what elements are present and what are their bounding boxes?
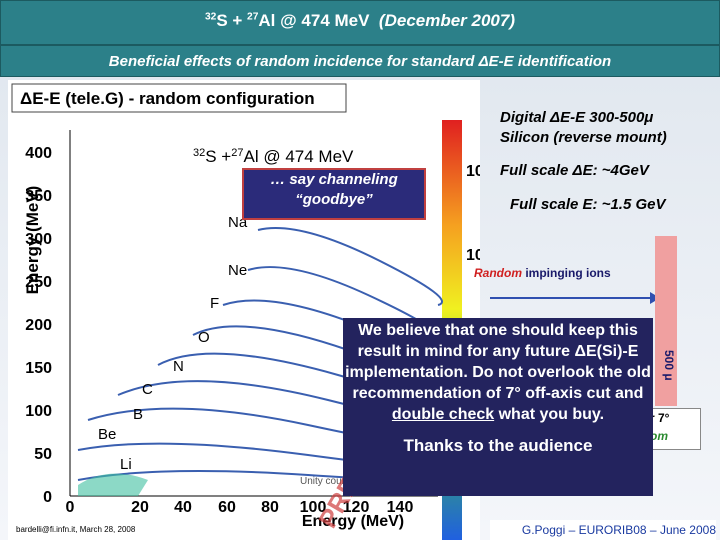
- mass-number: 27: [231, 147, 243, 159]
- reaction-text: S +: [205, 147, 231, 166]
- callout-line: “goodbye”: [295, 191, 373, 208]
- ion-arrow: [490, 292, 660, 304]
- element-labels: Na Ne F O N C B Be Li: [98, 214, 248, 473]
- element-label: Li: [120, 456, 132, 473]
- element-label: N: [173, 358, 184, 375]
- hidden-box: r 7° om: [645, 408, 701, 450]
- channeling-callout: … say channeling “goodbye”: [242, 168, 426, 220]
- element-label: C: [142, 381, 153, 398]
- plot-title-box: [11, 83, 347, 113]
- scale-label: 10: [466, 163, 480, 180]
- note-line: Silicon (reverse mount): [500, 129, 667, 146]
- element-label: Ne: [228, 262, 247, 279]
- x-tick-label: 80: [261, 499, 279, 516]
- thickness-label: 500 μ: [662, 350, 676, 381]
- random-word: Random: [474, 266, 522, 280]
- light-fragments: [78, 473, 148, 496]
- element-label: Be: [98, 426, 116, 443]
- y-tick-label: 400: [25, 145, 52, 162]
- x-tick-label: 60: [218, 499, 236, 516]
- detector-note: Digital ΔE-E 300-500μ Silicon (reverse m…: [500, 108, 667, 148]
- plot-title: ΔE-E (tele.G) - random configuration: [20, 89, 315, 108]
- element-label: F: [210, 295, 219, 312]
- x-tick-label: 140: [387, 499, 414, 516]
- y-ticks: 400 350 300 250 200 150 100 50 0: [25, 145, 52, 506]
- title-text: S +: [216, 11, 248, 30]
- element-label: B: [133, 406, 143, 423]
- y-tick-label: 250: [25, 274, 52, 291]
- mass-number: 32: [193, 147, 205, 159]
- full-scale-e: Full scale E: ~1.5 GeV: [510, 196, 666, 213]
- note-line: Digital ΔE-E 300-500μ: [500, 109, 654, 126]
- message-text: We believe that one should keep this res…: [345, 322, 651, 402]
- reaction-text: Al @ 474 MeV: [244, 147, 355, 166]
- message-text: what you buy.: [494, 406, 605, 423]
- y-axis-label: Energy (MeV): [23, 186, 42, 295]
- y-tick-label: 200: [25, 317, 52, 334]
- x-tick-label: 100: [300, 499, 327, 516]
- subtitle-bar: Beneficial effects of random incidence f…: [0, 45, 720, 77]
- y-tick-label: 50: [34, 446, 52, 463]
- title-date: (December 2007): [378, 11, 515, 30]
- element-label: O: [198, 329, 210, 346]
- x-tick-label: 20: [131, 499, 149, 516]
- callout-line: … say channeling: [270, 171, 398, 188]
- random-rest: impinging ions: [522, 266, 611, 280]
- x-axis-label: Energy (MeV): [302, 513, 404, 530]
- locus: [257, 227, 443, 306]
- message-box: We believe that one should keep this res…: [343, 318, 653, 496]
- mass-number: 27: [247, 11, 259, 23]
- credit: bardelli@fi.infn.it, March 28, 2008: [16, 525, 136, 534]
- full-scale-de: Full scale ΔE: ~4GeV: [500, 162, 649, 179]
- y-tick-label: 350: [25, 188, 52, 205]
- x-tick-label: 40: [174, 499, 192, 516]
- reaction-label: 32S +27Al @ 474 MeV: [193, 147, 354, 166]
- y-tick-label: 100: [25, 403, 52, 420]
- mass-number: 32: [204, 11, 217, 23]
- random-note: Random impinging ions: [474, 266, 611, 280]
- title-bar: 32S + 27Al @ 474 MeV (December 2007): [0, 0, 720, 45]
- y-tick-label: 300: [25, 231, 52, 248]
- message-emphasis: double check: [391, 406, 495, 423]
- hidden-text: om: [650, 429, 668, 443]
- x-tick-label: 0: [66, 499, 75, 516]
- thanks: Thanks to the audience: [403, 436, 593, 455]
- y-tick-label: 0: [43, 489, 52, 506]
- title-text: Al @ 474 MeV: [258, 11, 370, 30]
- detector-slab: [655, 236, 677, 406]
- scale-label: 10: [466, 247, 480, 264]
- subtitle: Beneficial effects of random incidence f…: [108, 53, 612, 70]
- hidden-text: r 7°: [650, 411, 670, 425]
- footer: G.Poggi – EURORIB08 – June 2008: [490, 520, 716, 540]
- y-tick-label: 150: [25, 360, 52, 377]
- x-ticks: 0 20 40 60 80 100 120 140: [66, 499, 414, 516]
- x-tick-label: 120: [343, 499, 370, 516]
